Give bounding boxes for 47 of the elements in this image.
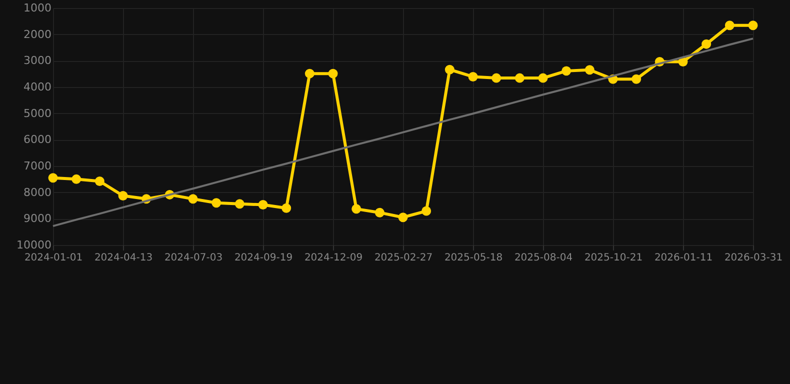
- point: [234, 199, 244, 209]
- x-tick-label: 2025-10-21: [584, 252, 643, 264]
- point: [398, 212, 408, 222]
- x-tick-label: 2025-02-27: [374, 252, 433, 264]
- point: [48, 173, 58, 183]
- point: [118, 191, 128, 200]
- point: [584, 65, 594, 75]
- y-tick-label: 4000: [24, 80, 52, 94]
- point: [374, 208, 384, 218]
- y-tick-label: 8000: [24, 186, 52, 199]
- y-tick-label: 3000: [24, 54, 52, 68]
- point: [352, 204, 362, 214]
- point: [258, 200, 268, 210]
- x-tick-label: 2026-03-31: [724, 252, 783, 264]
- point: [94, 176, 104, 186]
- x-tick-label: 2024-09-19: [234, 252, 293, 264]
- x-tick-label: 2025-08-04: [514, 252, 573, 264]
- y-tick-label: 1000: [24, 2, 52, 14]
- x-tick-label: 2024-07-03: [164, 252, 223, 264]
- point: [328, 68, 338, 78]
- point: [282, 203, 292, 213]
- point: [304, 68, 314, 78]
- y-tick-label: 10000: [16, 238, 52, 252]
- y-tick-label: 2000: [24, 28, 52, 41]
- point: [632, 74, 642, 84]
- point: [748, 20, 758, 30]
- y-tick-label: 5000: [24, 106, 52, 120]
- point: [468, 72, 478, 82]
- y-tick-label: 7000: [24, 160, 52, 172]
- y-tick-label: 6000: [24, 133, 52, 146]
- point: [562, 66, 572, 76]
- point: [72, 174, 82, 184]
- point: [188, 194, 198, 204]
- y-tick-label: 9000: [24, 212, 52, 226]
- point: [724, 20, 734, 30]
- x-tick-label: 2024-12-09: [304, 252, 363, 264]
- x-tick-label: 2025-05-18: [444, 252, 503, 264]
- x-tick-label: 2024-04-13: [94, 252, 153, 264]
- point: [492, 73, 502, 83]
- point: [514, 73, 524, 83]
- point: [444, 64, 454, 74]
- point: [422, 206, 432, 216]
- point: [702, 39, 712, 49]
- point: [212, 198, 222, 208]
- x-tick-label: 2026-01-11: [654, 252, 713, 264]
- point: [538, 73, 548, 83]
- x-tick-label: 2024-01-01: [24, 252, 83, 264]
